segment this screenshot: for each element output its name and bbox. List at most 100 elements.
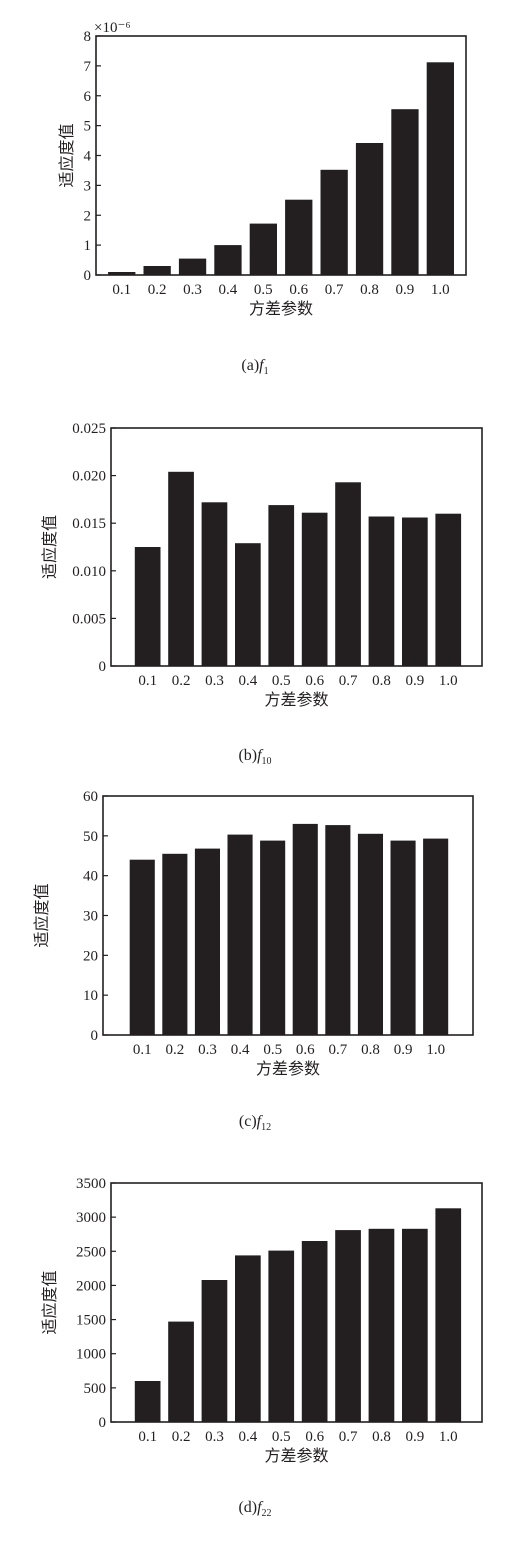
- x-tick-label: 0.9: [394, 1042, 413, 1058]
- bar: [301, 512, 328, 666]
- caption-function: f: [257, 1499, 264, 1516]
- bar: [435, 1208, 462, 1422]
- plot-frame: [110, 427, 483, 667]
- x-tick-label: 0.7: [325, 282, 344, 298]
- y-tick-label: 0.015: [72, 516, 106, 532]
- bar: [201, 502, 228, 666]
- y-tick-label: 1500: [76, 1313, 106, 1329]
- chart-panel-1: 0 1 2 3 4 5 6 7 8 0.1 0.2 0.3 0.4 0.5 0.6 0.7 0.8 0.9 1.0 ×…: [57, 20, 467, 377]
- chart-panel-2: 0 0.005 0.010 0.015 0.020 0.025 0.1 0.2 0.3 0.4 0.…: [40, 421, 483, 767]
- x-tick-label: 0.8: [360, 282, 379, 298]
- y-tick-label: 0.010: [72, 564, 106, 580]
- x-tick-label: 0.3: [205, 1429, 224, 1445]
- x-tick-label: 1.0: [426, 1042, 445, 1058]
- y-tick-label: 10: [83, 988, 98, 1004]
- x-tick-label: 0.1: [133, 1042, 152, 1058]
- y-tick-label: 5: [84, 119, 92, 135]
- x-tick-label: 0.8: [372, 673, 391, 689]
- x-tick-label: 0.4: [231, 1042, 250, 1058]
- y-scale-multiplier: ×10⁻⁶: [94, 20, 131, 36]
- bar: [214, 245, 242, 275]
- x-tick-label: 0.9: [396, 282, 415, 298]
- bar: [390, 840, 416, 1035]
- y-tick-label: 30: [83, 909, 98, 925]
- x-tick-label: 0.7: [329, 1042, 348, 1058]
- caption-function: f: [257, 747, 264, 764]
- panel-caption: (d)f22: [238, 1499, 271, 1519]
- y-tick-label: 60: [83, 789, 98, 805]
- y-tick-label: 1: [84, 238, 92, 254]
- x-tick-label: 0.1: [138, 1429, 157, 1445]
- y-tick-label: 8: [84, 29, 92, 45]
- x-axis-label: 方差参数: [264, 691, 328, 709]
- y-tick-label: 0.020: [72, 469, 106, 485]
- bar: [108, 272, 136, 275]
- y-axis-label: 适应度值: [57, 123, 76, 187]
- y-tick-label: 0.025: [72, 421, 106, 437]
- bar: [357, 833, 383, 1035]
- x-tick-label: 0.7: [339, 673, 358, 689]
- bar: [368, 516, 395, 666]
- bar: [143, 266, 171, 275]
- bar: [285, 199, 313, 275]
- caption-prefix: (b): [238, 747, 257, 764]
- x-tick-label: 0.5: [254, 282, 273, 298]
- chart-panel-4: 0 500 1000 1500 2000 2500 3000 3500 0.1 0.2 0.3 0.4…: [40, 1176, 483, 1519]
- y-tick-label: 0: [99, 659, 107, 675]
- plot-frame: [110, 1182, 483, 1423]
- x-tick-label: 0.3: [183, 282, 202, 298]
- x-tick-label: 0.8: [372, 1429, 391, 1445]
- x-tick-label: 0.5: [263, 1042, 282, 1058]
- caption-subscript: 22: [262, 1508, 272, 1519]
- x-tick-label: 0.4: [219, 282, 238, 298]
- bar: [325, 825, 351, 1035]
- y-tick-label: 2500: [76, 1244, 106, 1260]
- bar: [368, 1228, 395, 1422]
- x-tick-label: 0.6: [296, 1042, 315, 1058]
- bar: [162, 853, 188, 1035]
- y-tick-label: 0: [84, 268, 92, 284]
- panel-caption: (a)f1: [241, 357, 268, 377]
- x-tick-label: 0.2: [166, 1042, 185, 1058]
- y-tick-label: 3: [84, 178, 92, 194]
- bar: [235, 1255, 261, 1422]
- x-tick-label: 0.2: [172, 673, 191, 689]
- y-tick-label: 0: [91, 1028, 99, 1044]
- y-tick-label: 50: [83, 829, 98, 845]
- x-tick-label: 0.4: [239, 673, 258, 689]
- bar: [134, 1381, 161, 1422]
- caption-subscript: 10: [262, 756, 272, 767]
- bar: [201, 1280, 228, 1422]
- x-tick-label: 0.1: [112, 282, 131, 298]
- bar: [227, 834, 253, 1035]
- bar: [249, 223, 277, 275]
- caption-prefix: (d): [238, 1499, 257, 1516]
- y-tick-label: 2: [84, 208, 92, 224]
- y-axis-label: 适应度值: [40, 515, 59, 579]
- bar: [301, 1241, 328, 1422]
- caption-function: f: [259, 357, 266, 374]
- bar: [129, 859, 155, 1035]
- y-tick-label: 40: [83, 869, 98, 885]
- bar: [402, 517, 428, 666]
- y-tick-label: 2000: [76, 1278, 106, 1294]
- y-tick-label: 0.005: [72, 611, 106, 627]
- x-tick-label: 0.1: [138, 673, 157, 689]
- panel-caption: (c)f12: [239, 1113, 271, 1133]
- bar: [134, 547, 161, 666]
- y-tick-label: 3500: [76, 1176, 106, 1192]
- caption-subscript: 12: [261, 1122, 271, 1133]
- x-axis-label: 方差参数: [249, 300, 313, 318]
- bar: [435, 513, 462, 666]
- x-tick-label: 0.6: [289, 282, 308, 298]
- x-tick-label: 0.9: [406, 1429, 425, 1445]
- y-tick-label: 4: [84, 149, 92, 165]
- y-tick-label: 500: [84, 1381, 107, 1397]
- caption-function: f: [257, 1113, 264, 1130]
- x-tick-label: 0.6: [305, 1429, 324, 1445]
- bar: [194, 848, 220, 1035]
- y-tick-label: 0: [99, 1415, 107, 1431]
- x-tick-label: 0.5: [272, 673, 291, 689]
- bar: [260, 840, 286, 1035]
- y-axis-label: 适应度值: [40, 1270, 59, 1334]
